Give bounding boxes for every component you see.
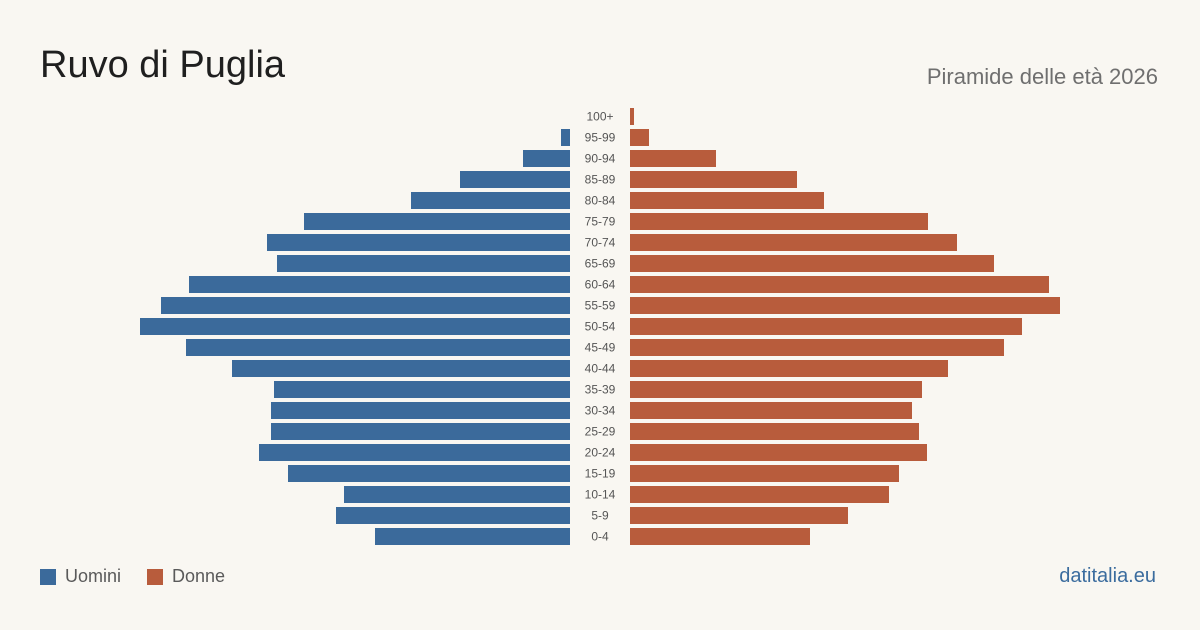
bar-male-30-34 — [271, 402, 570, 419]
bar-female-30-34 — [630, 402, 912, 419]
age-label-75-79: 75-79 — [585, 215, 616, 229]
legend-item-female: Donne — [147, 566, 225, 587]
bar-male-40-44 — [232, 360, 570, 377]
age-label-45-49: 45-49 — [585, 341, 616, 355]
bar-female-10-14 — [630, 486, 889, 503]
age-label-70-74: 70-74 — [585, 236, 616, 250]
bar-female-45-49 — [630, 339, 1004, 356]
bar-male-5-9 — [336, 507, 570, 524]
bar-female-75-79 — [630, 213, 928, 230]
legend-swatch-female — [147, 568, 164, 585]
bar-male-80-84 — [411, 192, 570, 209]
legend-item-male: Uomini — [40, 566, 121, 587]
bar-female-65-69 — [630, 255, 994, 272]
source-link[interactable]: datitalia.eu — [1059, 565, 1156, 587]
legend: Uomini Donne — [40, 566, 251, 587]
bar-male-50-54 — [140, 318, 570, 335]
bar-male-70-74 — [267, 234, 570, 251]
bar-female-85-89 — [630, 171, 797, 188]
age-label-95-99: 95-99 — [585, 131, 616, 145]
page-title: Ruvo di Puglia — [40, 44, 286, 86]
bar-male-25-29 — [271, 423, 570, 440]
bar-female-90-94 — [630, 150, 716, 167]
age-label-0-4: 0-4 — [591, 530, 609, 544]
bar-male-90-94 — [523, 150, 570, 167]
bar-female-60-64 — [630, 276, 1049, 293]
bar-female-50-54 — [630, 318, 1022, 335]
bar-male-35-39 — [274, 381, 570, 398]
bar-male-85-89 — [460, 171, 570, 188]
bar-female-80-84 — [630, 192, 824, 209]
age-label-10-14: 10-14 — [585, 488, 616, 502]
bar-male-45-49 — [186, 339, 570, 356]
bar-female-35-39 — [630, 381, 922, 398]
age-label-100+: 100+ — [586, 110, 613, 124]
bar-male-65-69 — [277, 255, 570, 272]
age-label-55-59: 55-59 — [585, 299, 616, 313]
age-label-65-69: 65-69 — [585, 257, 616, 271]
bar-female-100+ — [630, 108, 634, 125]
age-label-40-44: 40-44 — [585, 362, 616, 376]
bar-female-25-29 — [630, 423, 919, 440]
bar-male-60-64 — [189, 276, 570, 293]
bar-male-10-14 — [344, 486, 570, 503]
age-label-20-24: 20-24 — [585, 446, 616, 460]
chart-subtitle: Piramide delle età 2026 — [926, 64, 1158, 89]
age-label-30-34: 30-34 — [585, 404, 616, 418]
legend-label-male: Uomini — [65, 566, 122, 586]
bar-male-55-59 — [161, 297, 570, 314]
age-label-90-94: 90-94 — [585, 152, 616, 166]
age-label-80-84: 80-84 — [585, 194, 616, 208]
bar-male-20-24 — [259, 444, 570, 461]
bar-female-15-19 — [630, 465, 899, 482]
bar-male-0-4 — [375, 528, 570, 545]
bar-female-55-59 — [630, 297, 1060, 314]
age-label-50-54: 50-54 — [585, 320, 616, 334]
age-label-5-9: 5-9 — [591, 509, 609, 523]
age-label-35-39: 35-39 — [585, 383, 616, 397]
age-label-15-19: 15-19 — [585, 467, 616, 481]
legend-swatch-male — [40, 568, 56, 585]
bar-female-70-74 — [630, 234, 957, 251]
bar-male-15-19 — [288, 465, 570, 482]
bar-female-40-44 — [630, 360, 948, 377]
bar-male-95-99 — [561, 129, 570, 146]
bar-female-0-4 — [630, 528, 810, 545]
age-label-25-29: 25-29 — [585, 425, 616, 439]
bar-female-95-99 — [630, 129, 649, 146]
bar-female-5-9 — [630, 507, 848, 524]
age-label-60-64: 60-64 — [585, 278, 616, 292]
bar-male-75-79 — [304, 213, 570, 230]
legend-label-female: Donne — [172, 566, 226, 586]
age-label-85-89: 85-89 — [585, 173, 616, 187]
bar-female-20-24 — [630, 444, 927, 461]
